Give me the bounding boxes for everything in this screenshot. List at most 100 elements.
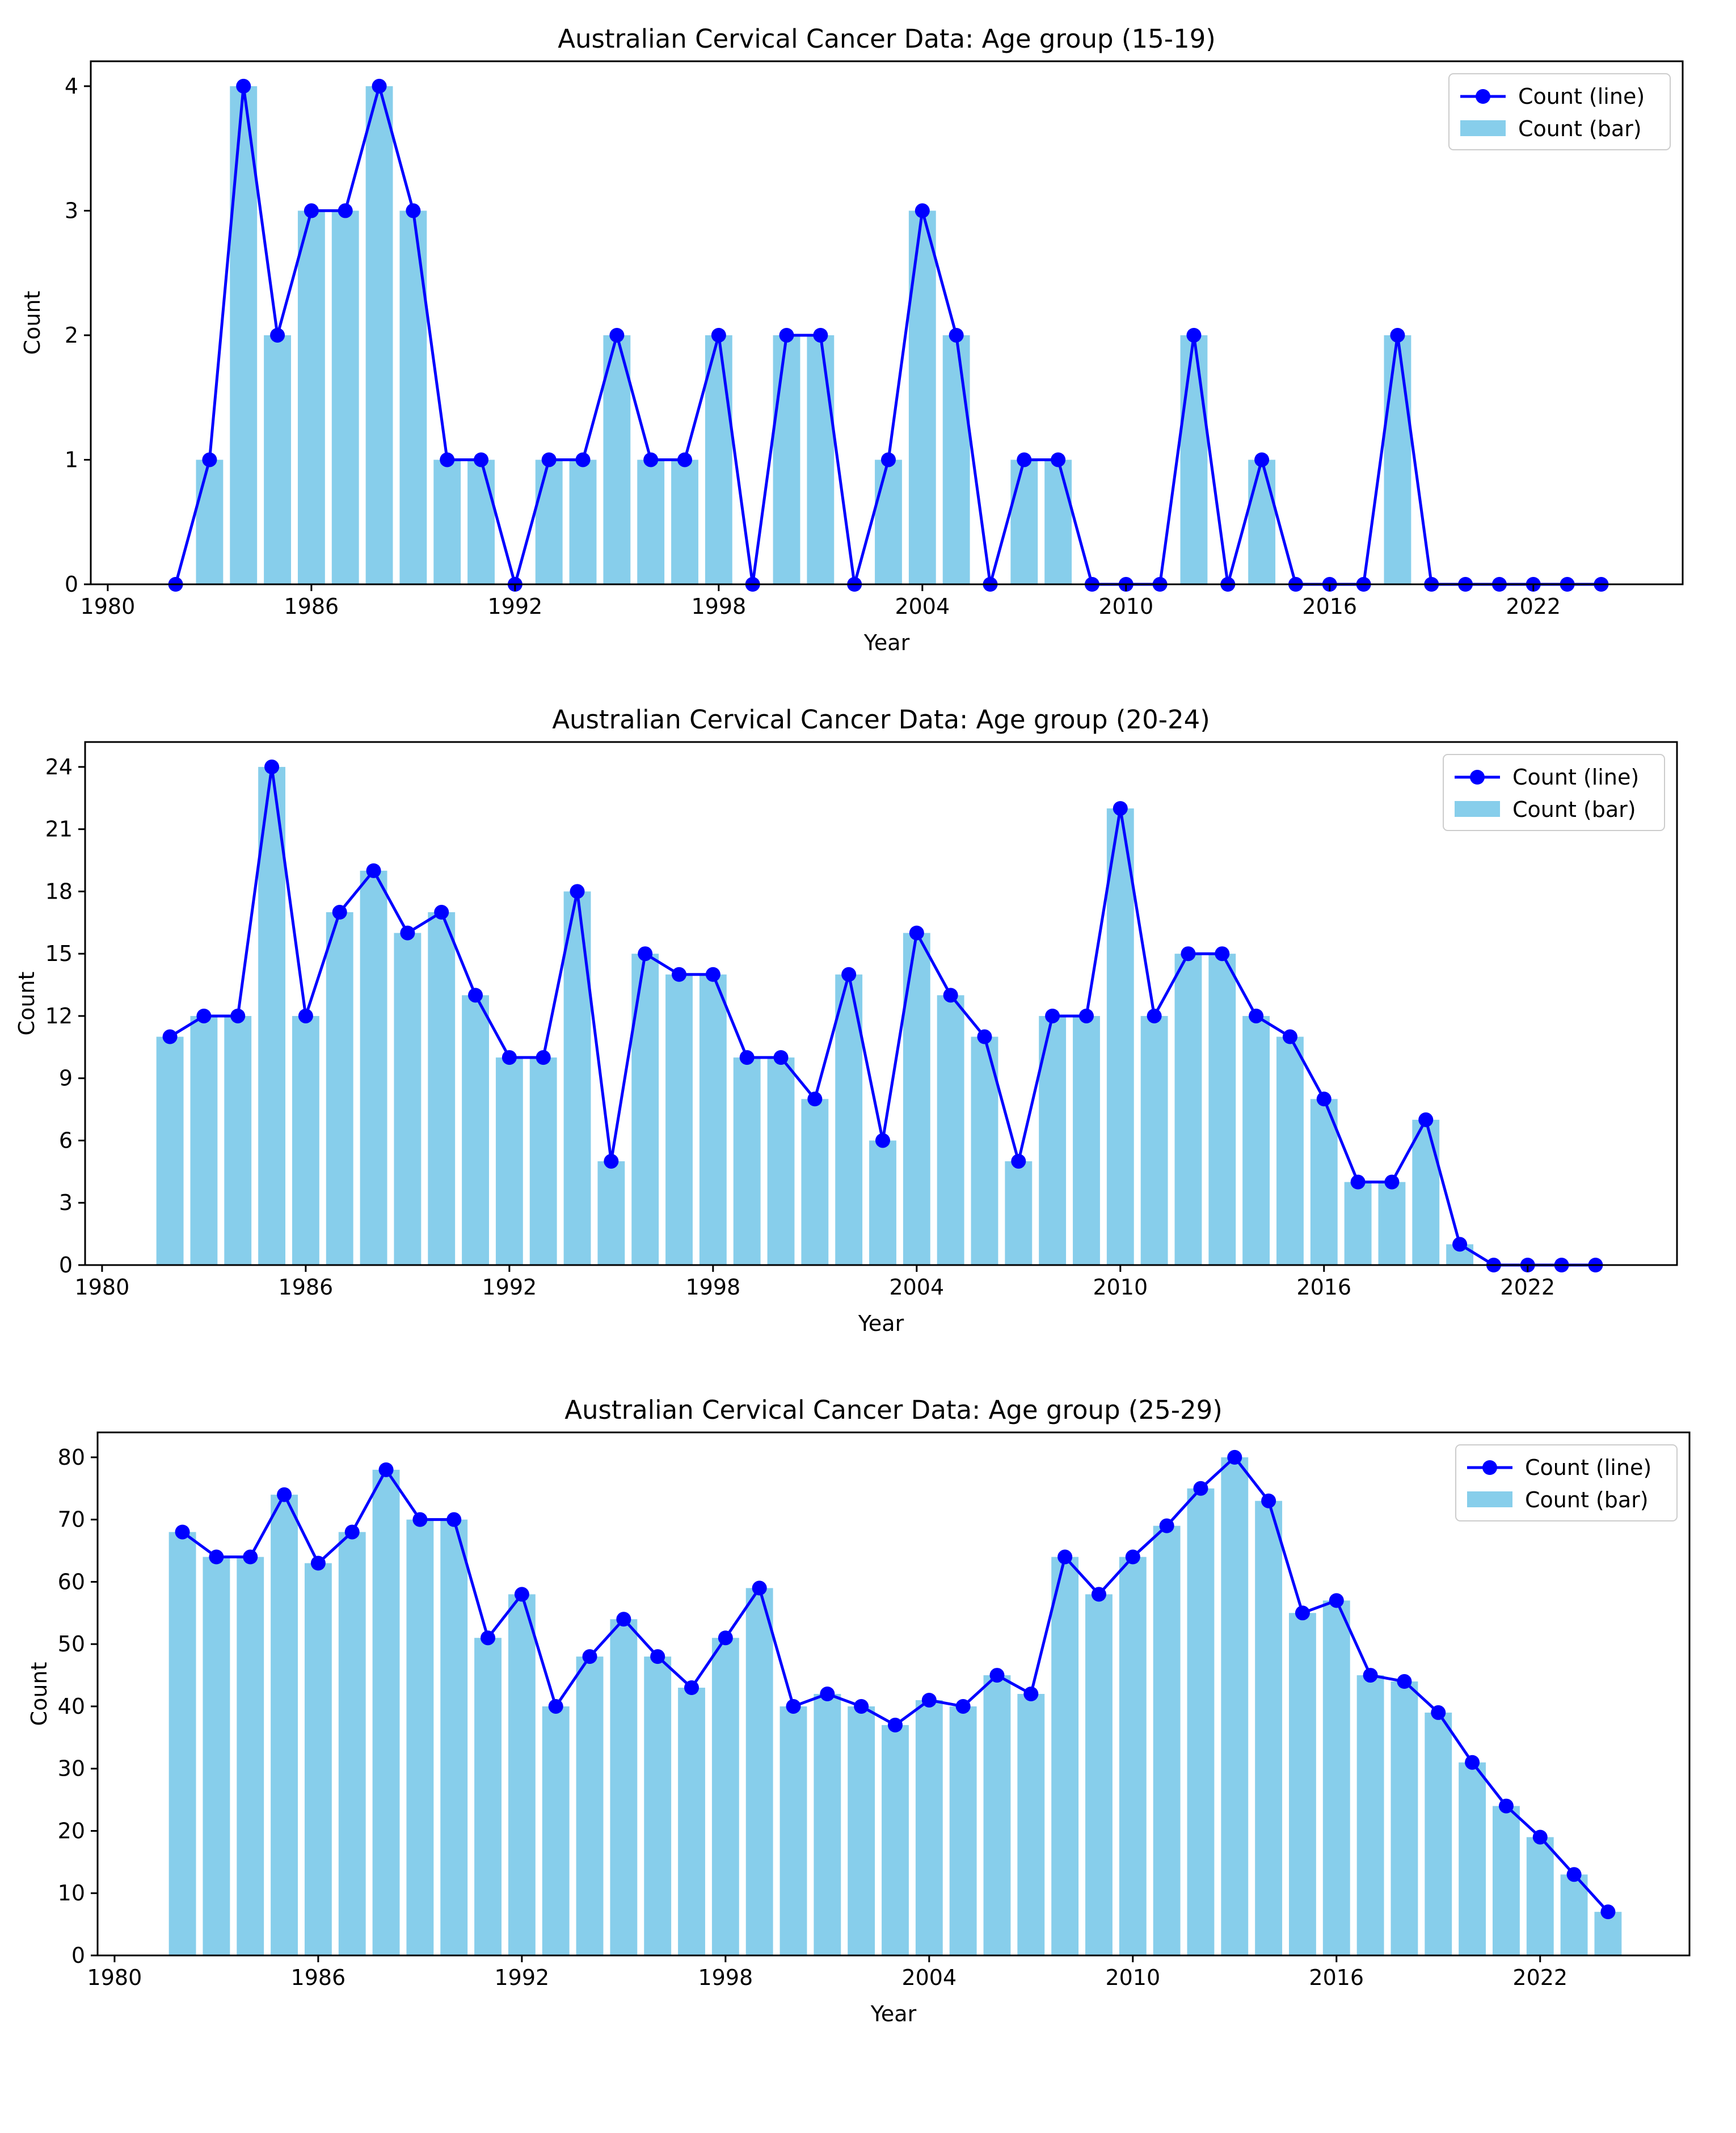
line-point: [875, 1133, 890, 1148]
line-point: [604, 1154, 619, 1169]
x-tick-label: 2022: [1512, 1965, 1568, 1990]
line-point: [446, 1512, 462, 1527]
bar: [297, 210, 325, 584]
bar: [807, 335, 835, 584]
chart-title: Australian Cervical Cancer Data: Age gro…: [558, 24, 1216, 54]
bar: [937, 995, 964, 1265]
line-point: [209, 1549, 224, 1565]
bar: [1384, 335, 1411, 584]
x-tick-label: 1986: [279, 1275, 334, 1300]
line-point: [1215, 946, 1230, 962]
line-point: [718, 1630, 733, 1646]
bar: [1221, 1457, 1249, 1955]
line-point: [915, 203, 930, 218]
line-point: [854, 1698, 869, 1714]
line-point: [1227, 1449, 1242, 1465]
bar: [1356, 1675, 1384, 1955]
line-point: [1159, 1518, 1174, 1533]
bar: [467, 460, 495, 584]
x-tick-label: 1992: [482, 1275, 537, 1300]
line-point: [1329, 1593, 1344, 1608]
x-tick-label: 1980: [81, 594, 136, 619]
line-point: [481, 1630, 496, 1646]
bar: [399, 210, 427, 584]
line-point: [366, 863, 381, 878]
line-point: [1125, 1549, 1140, 1565]
bar: [801, 1099, 829, 1265]
bar: [1391, 1681, 1418, 1955]
line-point: [786, 1698, 801, 1714]
bar: [678, 1688, 705, 1955]
line-point: [298, 1008, 313, 1023]
line-point: [841, 967, 857, 982]
line-point: [705, 967, 720, 982]
legend-line-label: Count (line): [1525, 1455, 1651, 1480]
bar-series: [156, 766, 1474, 1265]
bar: [644, 1656, 672, 1955]
bar: [603, 335, 631, 584]
y-axis-ticks: 0 10 20 30 40 50 60 70 80: [58, 1445, 98, 1968]
bar: [1276, 1036, 1304, 1265]
y-tick-label: 50: [58, 1632, 85, 1656]
line-point: [1566, 1867, 1582, 1882]
bar: [1153, 1525, 1181, 1955]
legend: Count (line) Count (bar): [1448, 73, 1671, 150]
bar: [1412, 1119, 1440, 1265]
bar: [773, 335, 800, 584]
line-point: [1465, 1755, 1480, 1770]
x-tick-label: 2022: [1506, 594, 1561, 619]
line-point: [1282, 1029, 1297, 1044]
line-point: [1181, 946, 1196, 962]
line-point: [977, 1029, 992, 1044]
bar: [224, 1015, 252, 1265]
line-point: [1418, 1112, 1434, 1127]
bar: [1085, 1594, 1113, 1955]
y-axis-label: Count: [20, 291, 45, 355]
bar: [733, 1057, 761, 1265]
x-tick-label: 2016: [1296, 1275, 1351, 1300]
bar: [848, 1706, 875, 1955]
y-tick-label: 21: [45, 817, 73, 842]
y-tick-label: 70: [58, 1507, 85, 1532]
bar: [360, 870, 387, 1265]
bar: [610, 1619, 638, 1955]
line-point: [1017, 452, 1032, 467]
bar: [258, 766, 285, 1265]
line-point: [1045, 1008, 1060, 1023]
bar: [203, 1557, 230, 1955]
y-tick-label: 0: [65, 572, 78, 597]
legend-line-label: Count (line): [1512, 765, 1639, 790]
line-point: [880, 452, 896, 467]
line-point: [813, 327, 828, 343]
line-point: [236, 78, 251, 94]
line-point: [1051, 452, 1066, 467]
bar: [1119, 1557, 1147, 1955]
x-tick-label: 1998: [685, 1275, 740, 1300]
bar: [474, 1638, 502, 1955]
bar: [665, 974, 693, 1265]
chart-title: Australian Cervical Cancer Data: Age gro…: [552, 705, 1210, 735]
line-point: [752, 1580, 767, 1596]
line-point: [400, 925, 415, 941]
legend-line-label: Count (line): [1518, 84, 1645, 109]
line-point: [230, 1008, 246, 1023]
line-point: [650, 1649, 665, 1664]
bar: [237, 1557, 264, 1955]
line-point: [243, 1549, 258, 1565]
line-point: [1397, 1674, 1412, 1689]
y-tick-label: 80: [58, 1445, 85, 1470]
bar: [1208, 954, 1236, 1265]
line-point: [1254, 452, 1270, 467]
y-tick-label: 4: [65, 74, 78, 99]
line-point: [270, 327, 285, 343]
y-axis-label: Count: [14, 972, 39, 1036]
y-tick-label: 60: [58, 1569, 85, 1594]
line-point: [638, 946, 653, 962]
bar: [168, 1532, 196, 1955]
line-point: [1600, 1904, 1616, 1920]
bar: [908, 210, 936, 584]
line-point: [1057, 1549, 1073, 1565]
bar: [271, 1494, 298, 1955]
line-point: [310, 1556, 326, 1571]
